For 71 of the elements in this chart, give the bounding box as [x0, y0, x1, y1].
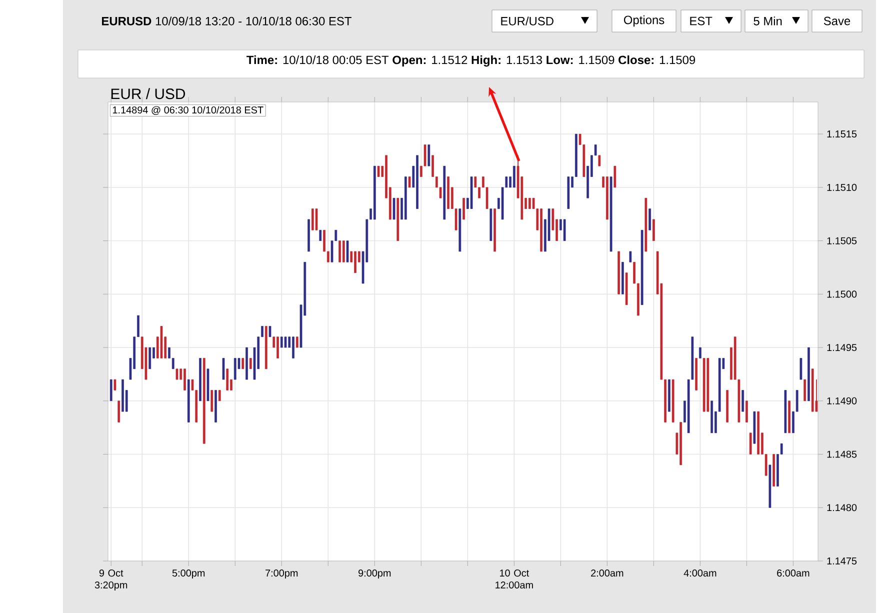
x-tick-label: 10 Oct 12:00am: [496, 570, 533, 589]
candlestick: [749, 432, 752, 455]
candlestick: [614, 166, 616, 188]
candlestick: [148, 347, 152, 370]
candlestick: [392, 198, 396, 220]
y-tick-label: 1.1485: [827, 450, 857, 458]
chart-subtitle: EURUSD 10/09/18 13:20 - 10/10/18 06:30 EST: [102, 16, 352, 26]
y-tick-label: 1.1495: [827, 344, 857, 352]
text: EUR/USD: [501, 16, 554, 26]
candlestick: [242, 358, 244, 370]
y-tick-label: 1.1480: [827, 504, 857, 512]
x-tick-label: 6:00am: [777, 570, 810, 577]
candlestick: [408, 176, 411, 188]
candlestick: [184, 368, 186, 391]
candlestick: [218, 390, 221, 402]
candlestick: [377, 166, 380, 178]
candlestick: [296, 336, 298, 348]
annotation: 1.14894 @ 06:30 10/10/2018 EST: [112, 106, 264, 115]
y-tick-label: 1.1505: [827, 237, 857, 244]
x-tick-label: 7:00pm: [266, 570, 298, 579]
chart-title: EUR / USD: [111, 88, 186, 100]
y-tick-label: 1.1500: [827, 290, 857, 298]
candlestick: [563, 218, 566, 242]
candlestick: [512, 166, 516, 188]
candlestick: [652, 218, 655, 242]
candlestick: [280, 336, 283, 348]
candlestick: [598, 154, 601, 166]
candlestick: [284, 336, 287, 348]
candlestick: [118, 400, 120, 423]
y-tick-label: 1.1510: [827, 184, 857, 191]
y-tick-label: 1.1475: [827, 558, 857, 564]
text: Save: [824, 16, 850, 26]
candlestick: [315, 208, 318, 231]
y-tick-label: 1.1515: [827, 130, 857, 138]
candlestick: [114, 379, 116, 391]
x-tick-label: 9 Oct 3:20pm: [94, 570, 128, 590]
x-tick-label: 9:00pm: [358, 570, 391, 579]
candlestick: [742, 390, 744, 412]
candlestick: [528, 198, 531, 210]
candlestick: [354, 250, 356, 274]
y-tick-label: 1.1490: [827, 397, 857, 404]
candlestick: [176, 368, 178, 380]
candlestick: [292, 336, 294, 359]
candlestick: [110, 379, 112, 402]
candlestick: [428, 144, 430, 166]
candlestick: [311, 208, 314, 231]
candlestick: [268, 326, 272, 338]
candlestick: [342, 240, 345, 263]
candlestick: [234, 358, 236, 380]
text: 5 Min: [754, 16, 782, 26]
candlestick: [699, 347, 702, 359]
x-tick-label: 5:00pm: [172, 570, 205, 579]
candlestick: [462, 198, 465, 220]
candlestick: [346, 240, 349, 263]
candlestick: [319, 230, 322, 242]
candlestick: [746, 400, 748, 423]
candlestick: [338, 240, 341, 263]
text: Options: [624, 15, 664, 27]
candlestick: [804, 379, 806, 402]
candlestick: [648, 208, 651, 231]
candlestick: [226, 368, 229, 391]
candlestick: [249, 358, 252, 370]
x-tick-label: 4:00am: [684, 570, 716, 577]
candlestick: [276, 336, 279, 359]
candlestick: [222, 358, 225, 380]
candlestick: [210, 390, 214, 412]
candlestick: [800, 358, 802, 380]
text: EST: [690, 16, 712, 26]
candlestick: [629, 250, 632, 263]
x-tick-label: 2:00am: [591, 570, 624, 577]
text: Time: 10/10/18 00:05 EST Open: 1.1512 High: 1.1513 Low: 1.1509 Close: 1.1509: [246, 55, 696, 67]
